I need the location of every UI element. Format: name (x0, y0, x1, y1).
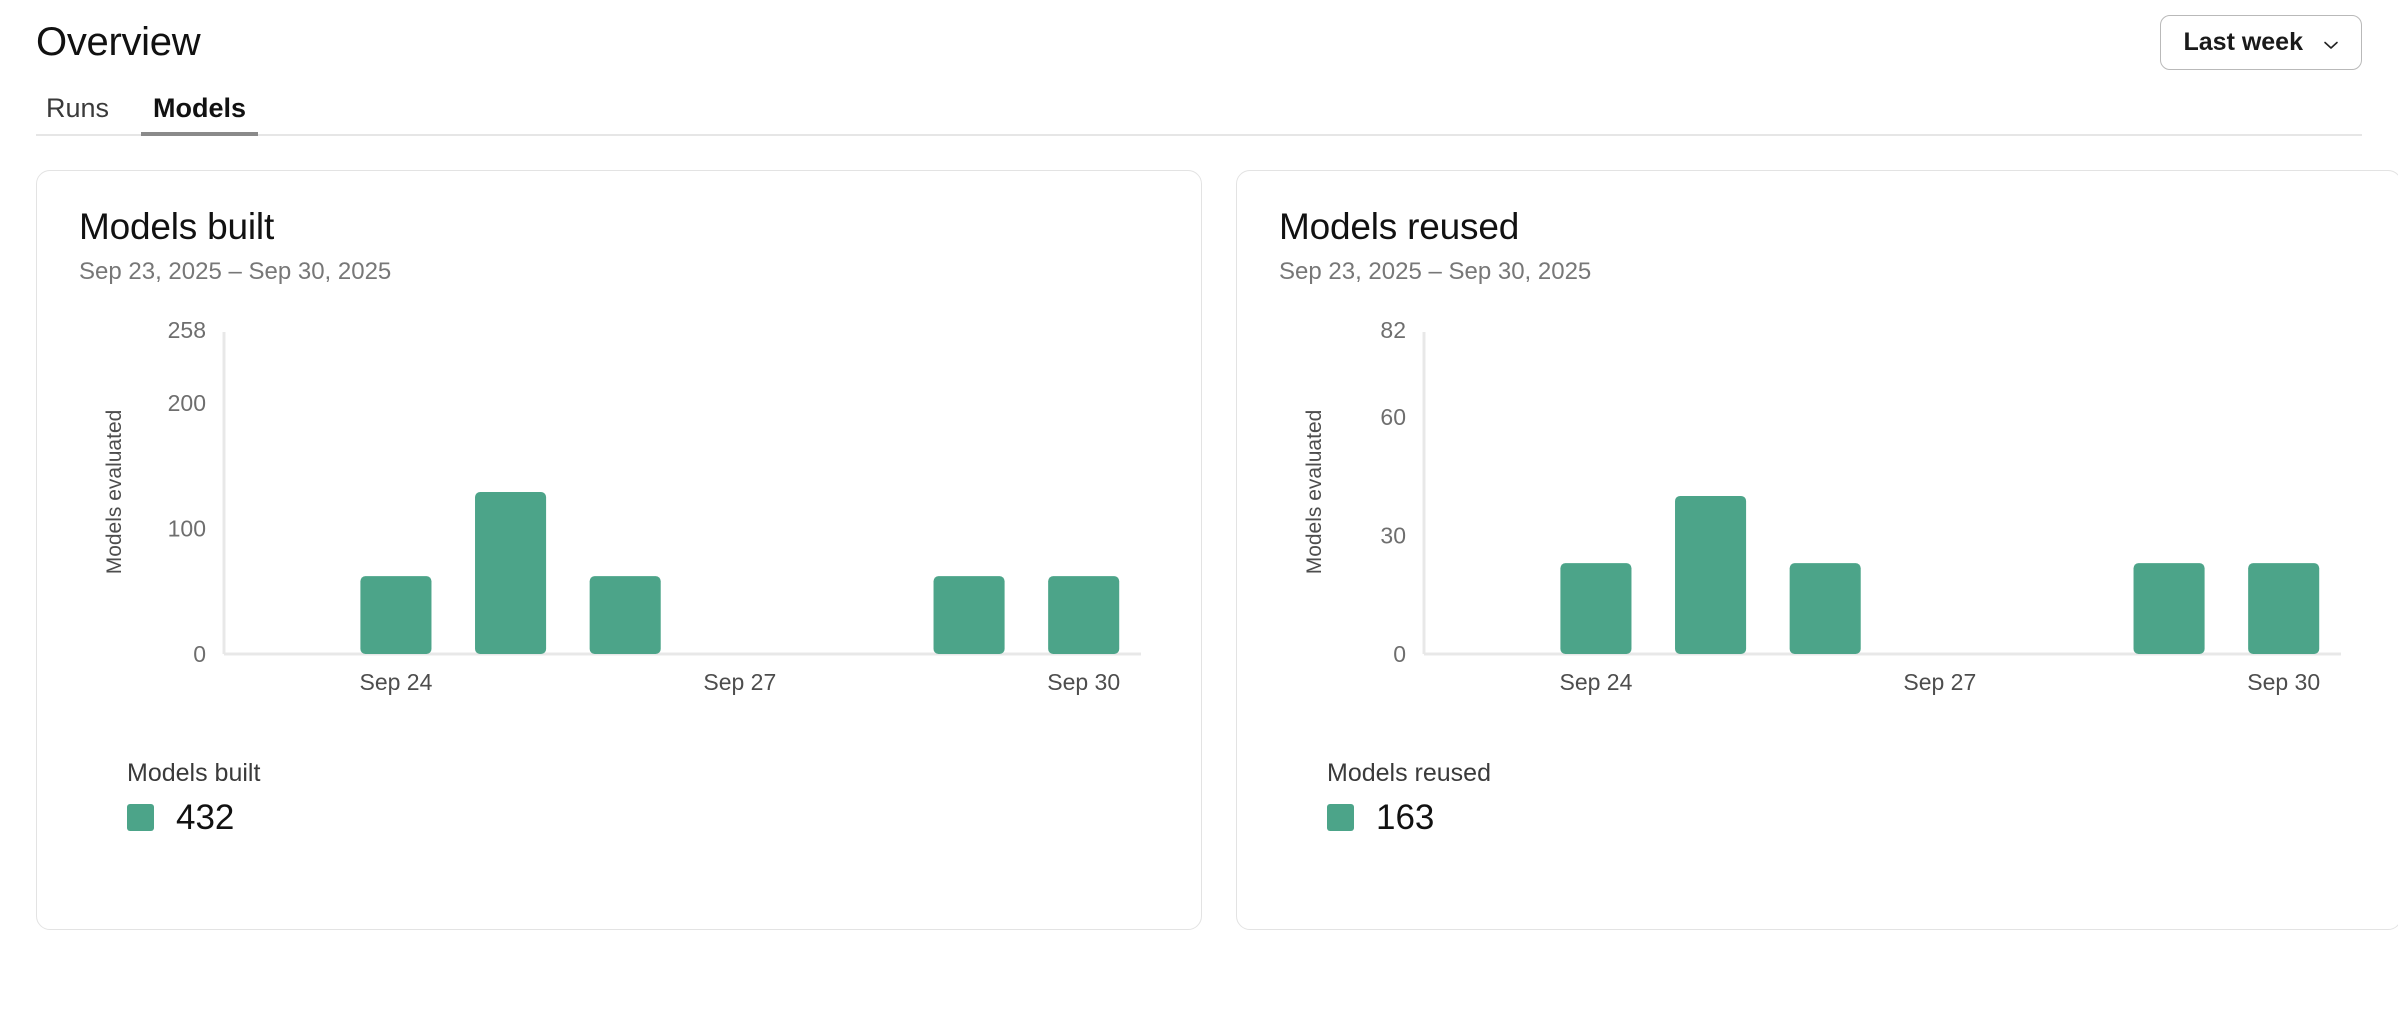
y-axis-tick-label: 200 (168, 390, 206, 416)
page-title: Overview (36, 20, 201, 64)
legend-color-swatch (1327, 804, 1354, 832)
time-range-dropdown[interactable]: Last week (2160, 14, 2362, 70)
legend-value-row: 432 (127, 800, 1159, 835)
y-axis-tick-label: 30 (1380, 523, 1406, 549)
chart-legend: Models built 432 (79, 758, 1159, 835)
y-axis-label: Models evaluated (103, 410, 126, 575)
y-axis-tick-label: 82 (1380, 317, 1406, 343)
legend-value-row: 163 (1327, 800, 2359, 835)
bar[interactable] (1560, 563, 1632, 655)
time-range-label: Last week (2183, 27, 2303, 56)
bar[interactable] (933, 576, 1005, 655)
card-models-reused: Models reused Sep 23, 2025 – Sep 30, 202… (1236, 170, 2398, 930)
y-axis-label: Models evaluated (1303, 410, 1326, 575)
y-axis-tick-label: 100 (168, 516, 206, 542)
legend-series-label: Models reused (1327, 759, 1491, 788)
bar-chart-models-built: Models evaluated 0 100 200 258 Sep 24 Sep 27 Se… (79, 312, 1159, 712)
x-axis-tick-label: Sep 30 (2247, 669, 2320, 695)
y-axis-tick-label: 0 (193, 641, 206, 667)
metric-cards: Models built Sep 23, 2025 – Sep 30, 2025… (36, 170, 2398, 930)
bar[interactable] (1789, 563, 1861, 655)
chevron-down-icon (2321, 33, 2341, 53)
chart-canvas: Models evaluated 0 100 200 258 Sep 24 Sep 27 Se… (103, 317, 1141, 695)
card-models-built: Models built Sep 23, 2025 – Sep 30, 2025… (36, 170, 1202, 930)
x-axis-tick-label: Sep 24 (1559, 669, 1632, 695)
x-axis-tick-label: Sep 30 (1047, 669, 1120, 695)
card-title: Models reused (1279, 206, 1520, 247)
bar[interactable] (2133, 563, 2205, 655)
card-date-range: Sep 23, 2025 – Sep 30, 2025 (1279, 257, 1592, 285)
tab-models[interactable]: Models (131, 95, 268, 136)
legend-series-label: Models built (127, 759, 261, 788)
legend-color-swatch (127, 804, 154, 832)
chart-legend: Models reused 163 (1279, 758, 2359, 835)
x-axis-tick-label: Sep 27 (703, 669, 776, 695)
legend-total-value: 163 (1376, 798, 1435, 838)
y-axis-tick-label: 258 (168, 317, 206, 343)
y-axis-tick-label: 60 (1380, 404, 1406, 430)
bar[interactable] (589, 576, 661, 655)
tab-bar: Runs Models (36, 84, 2362, 136)
chart-canvas: Models evaluated 0 30 60 82 Sep 24 Sep 27 Sep 3… (1303, 317, 2341, 695)
tab-runs[interactable]: Runs (36, 95, 131, 136)
legend-total-value: 432 (176, 798, 235, 838)
x-axis-tick-label: Sep 27 (1903, 669, 1976, 695)
bar[interactable] (2248, 563, 2320, 655)
bar[interactable] (360, 576, 432, 655)
bar-chart-models-reused: Models evaluated 0 30 60 82 Sep 24 Sep 27 Sep 3… (1279, 312, 2359, 712)
card-title: Models built (79, 206, 275, 247)
bar[interactable] (1675, 496, 1747, 655)
x-axis-tick-label: Sep 24 (359, 669, 432, 695)
bar[interactable] (475, 492, 547, 655)
bar[interactable] (1048, 576, 1120, 655)
y-axis-tick-label: 0 (1393, 641, 1406, 667)
card-date-range: Sep 23, 2025 – Sep 30, 2025 (79, 257, 392, 285)
page-header: Overview Last week (36, 0, 2362, 70)
